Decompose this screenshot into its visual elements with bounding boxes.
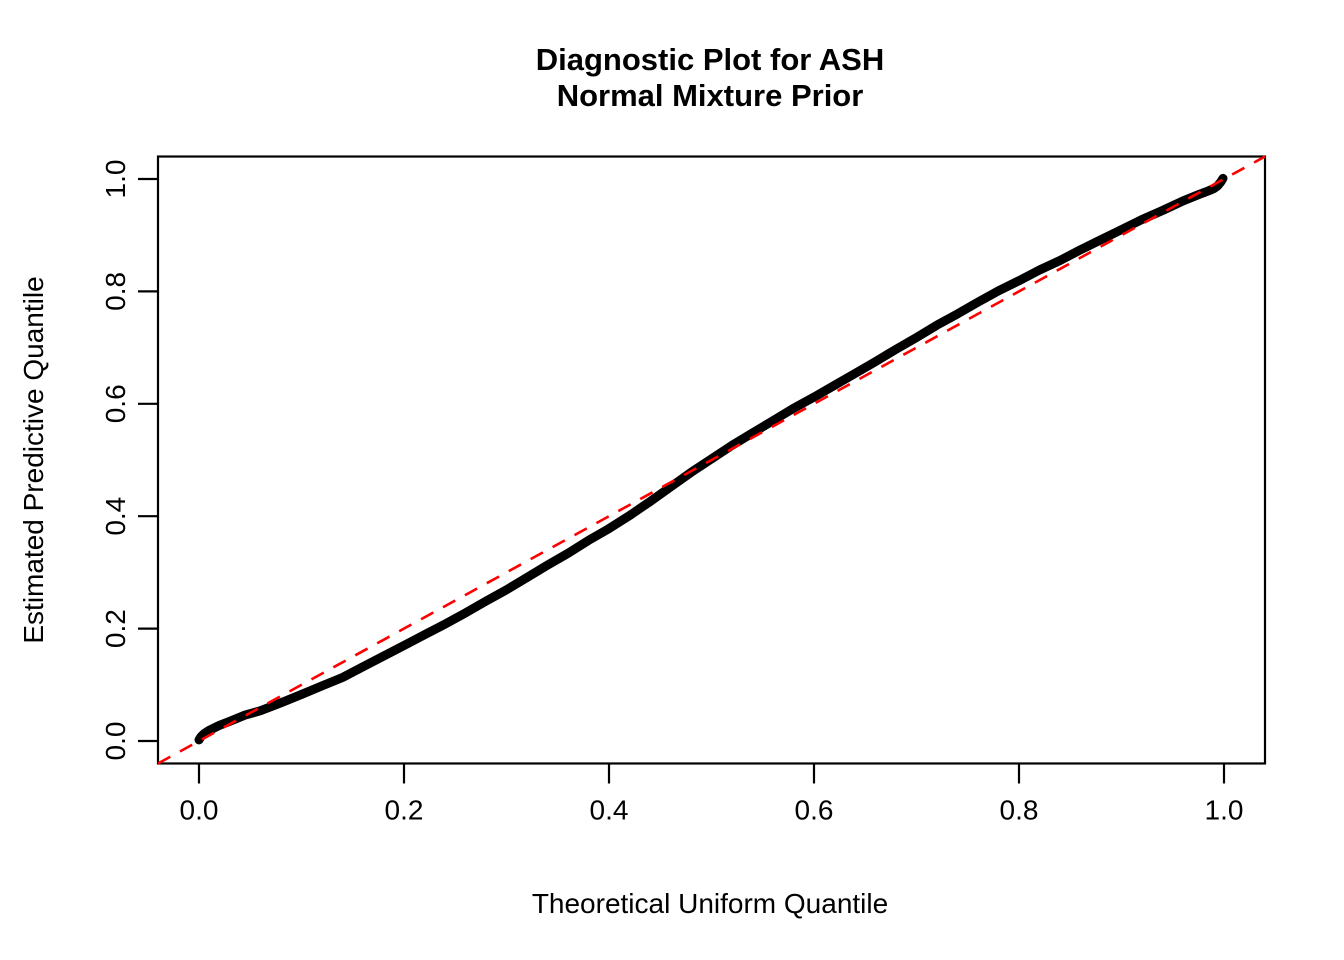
x-tick-label: 0.2 <box>385 794 424 825</box>
y-tick-label: 1.0 <box>100 160 131 199</box>
y-tick-label: 0.0 <box>100 722 131 761</box>
plot-title: Diagnostic Plot for ASH Normal Mixture P… <box>157 42 1263 114</box>
x-axis-title: Theoretical Uniform Quantile <box>531 888 889 919</box>
y-tick-label: 0.4 <box>100 497 131 536</box>
plot-title-line-1: Diagnostic Plot for ASH <box>535 42 885 77</box>
x-tick-label: 0.0 <box>180 794 219 825</box>
x-tick-label: 0.8 <box>1000 794 1039 825</box>
y-tick-label: 0.8 <box>100 272 131 311</box>
y-tick-label: 0.2 <box>100 609 131 648</box>
plot-title-line-2: Normal Mixture Prior <box>556 78 864 113</box>
x-tick-label: 0.4 <box>590 794 629 825</box>
x-tick-label: 1.0 <box>1205 794 1244 825</box>
identity-reference-line <box>157 155 1266 765</box>
x-tick-label: 0.6 <box>795 794 834 825</box>
plot-frame <box>156 155 1267 765</box>
y-tick-label: 0.6 <box>100 384 131 423</box>
